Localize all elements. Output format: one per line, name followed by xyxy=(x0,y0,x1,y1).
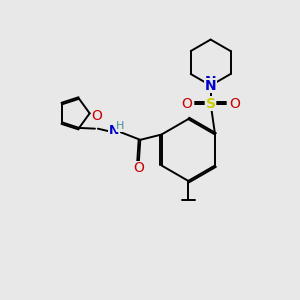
Text: N: N xyxy=(205,79,216,92)
Text: N: N xyxy=(205,75,216,89)
Text: O: O xyxy=(229,97,240,111)
Text: O: O xyxy=(181,97,192,111)
Text: S: S xyxy=(206,97,216,111)
Text: O: O xyxy=(92,109,103,123)
Text: H: H xyxy=(116,121,124,131)
Text: N: N xyxy=(109,124,119,136)
Text: O: O xyxy=(134,161,144,176)
